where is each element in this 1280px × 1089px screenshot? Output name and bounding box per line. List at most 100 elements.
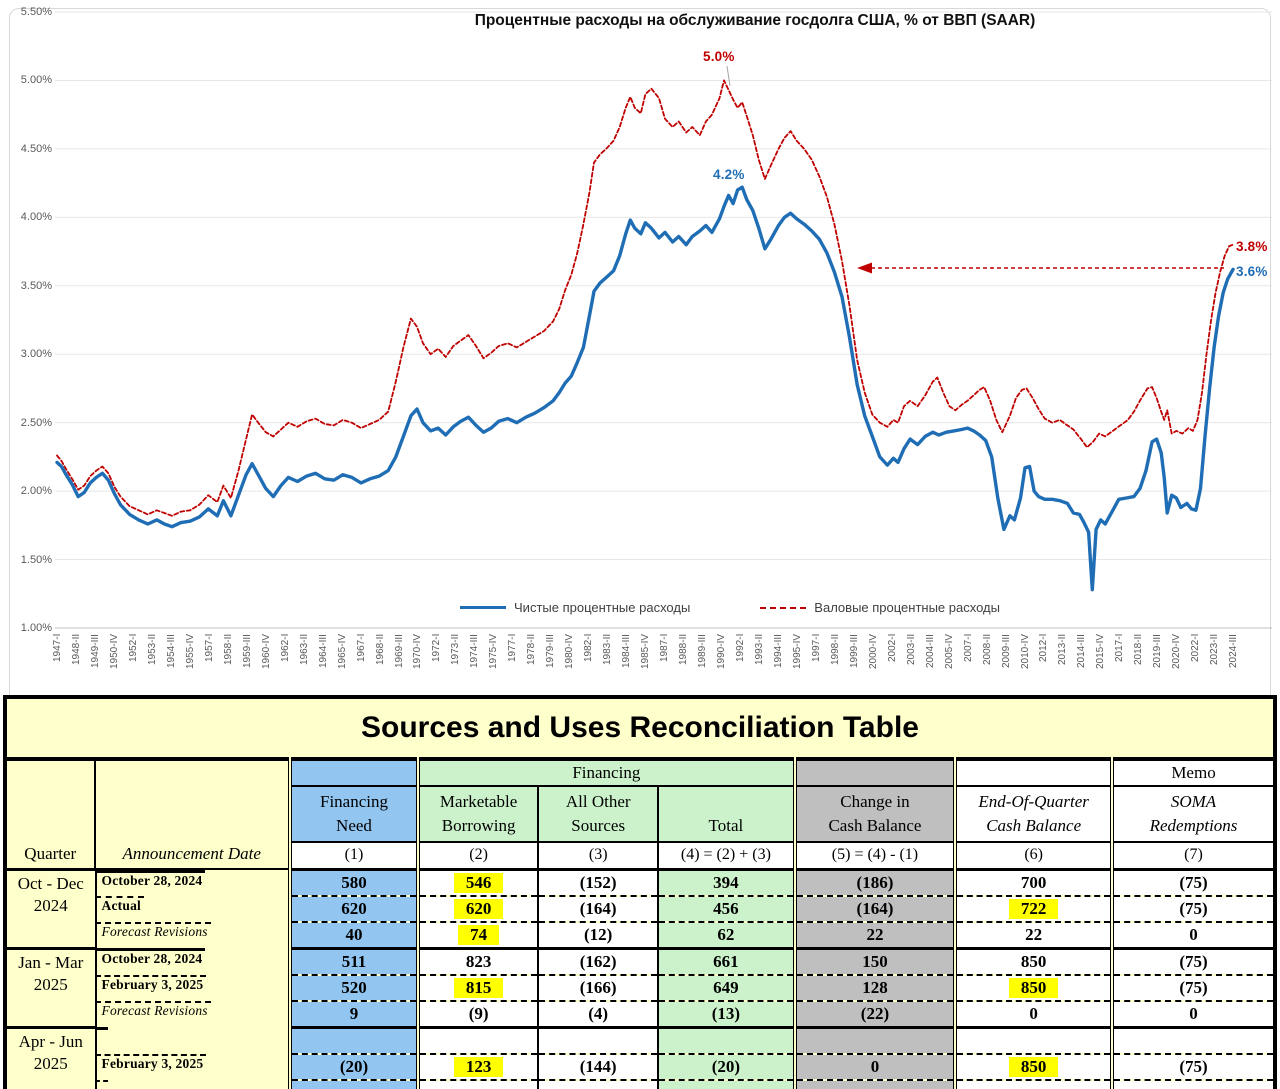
highlighted-value: 620 bbox=[453, 898, 504, 919]
y-tick-label: 1.50% bbox=[20, 553, 52, 566]
colnum-7: (7) bbox=[1110, 842, 1275, 871]
x-tick-label: 1950-IV bbox=[108, 634, 120, 670]
value-cell: (13) bbox=[657, 999, 795, 1027]
x-tick-label: 2012-I bbox=[1038, 634, 1050, 663]
table-row: Forecast Revisions 9 (9) (4) (13) (22) 0 0 bbox=[5, 999, 1275, 1027]
value-cell bbox=[792, 1078, 956, 1089]
value-cell: 722 bbox=[953, 894, 1113, 922]
gross-interest-line bbox=[56, 79, 1234, 517]
y-tick-label: 5.50% bbox=[20, 6, 52, 18]
header-change-cash-balance: Change in Cash Balance bbox=[792, 786, 956, 843]
x-tick-label: 1977-I bbox=[507, 634, 519, 663]
interest-expense-chart: Процентные расходы на обслуживание госдо… bbox=[20, 6, 1272, 670]
value-cell bbox=[792, 1025, 956, 1054]
annotation-latest-net: 3.6% bbox=[1236, 264, 1268, 279]
value-cell: (162) bbox=[537, 946, 659, 975]
value-cell: 520 bbox=[287, 973, 419, 1001]
legend-item: Валовые процентные расходы bbox=[760, 600, 1000, 615]
value-cell bbox=[287, 1025, 419, 1054]
value-cell bbox=[1110, 1025, 1275, 1054]
x-tick-label: 1978-II bbox=[526, 634, 538, 666]
highlighted-value: 815 bbox=[453, 977, 504, 998]
y-tick-label: 4.00% bbox=[20, 211, 52, 224]
x-tick-label: 1969-III bbox=[393, 634, 405, 668]
header-soma-redemptions: SOMA Redemptions bbox=[1110, 786, 1275, 843]
table-title: Sources and Uses Reconciliation Table bbox=[5, 697, 1275, 761]
value-cell: 850 bbox=[953, 946, 1113, 975]
value-cell: 620 bbox=[287, 894, 419, 922]
x-tick-label: 1975-IV bbox=[488, 634, 500, 670]
header-group-financing: Financing bbox=[416, 759, 795, 787]
x-tick-label: 2004-III bbox=[924, 634, 936, 668]
quarter-label: Oct - Dec 2024 bbox=[5, 867, 95, 948]
colnum-6: (6) bbox=[953, 842, 1113, 871]
value-cell: (9) bbox=[416, 999, 539, 1027]
value-cell: 511 bbox=[287, 946, 419, 975]
header-spacer-cash-balance bbox=[792, 759, 956, 787]
x-tick-label: 2014-III bbox=[1076, 634, 1088, 668]
value-cell bbox=[953, 1078, 1113, 1089]
x-tick-label: 2000-IV bbox=[867, 634, 879, 670]
y-tick-label: 1.00% bbox=[20, 622, 52, 634]
x-tick-label: 1998-II bbox=[829, 634, 841, 666]
colnum-2: (2) bbox=[416, 842, 539, 871]
value-cell: (144) bbox=[537, 1052, 659, 1080]
y-tick-label: 3.00% bbox=[20, 348, 52, 361]
value-cell: 823 bbox=[416, 946, 539, 975]
announcement-cell: Forecast Revisions bbox=[94, 921, 211, 948]
x-tick-label: 1974-III bbox=[469, 634, 481, 668]
x-tick-label: 2010-IV bbox=[1019, 634, 1031, 670]
highlighted-value: 546 bbox=[453, 872, 504, 893]
y-tick-label: 2.00% bbox=[20, 485, 52, 498]
x-tick-label: 1979-III bbox=[545, 634, 557, 668]
value-cell: 0 bbox=[953, 999, 1113, 1027]
value-cell: (12) bbox=[537, 920, 659, 948]
x-tick-label: 1990-IV bbox=[715, 634, 727, 670]
table-row: Forecast Revisions 40 74 (12) 62 22 22 0 bbox=[5, 920, 1275, 948]
value-cell: (20) bbox=[287, 1052, 419, 1080]
value-cell bbox=[537, 1078, 659, 1089]
legend-label: Валовые процентные расходы bbox=[814, 600, 1000, 615]
highlighted-value: 74 bbox=[458, 924, 500, 945]
highlighted-value: 850 bbox=[1008, 1056, 1059, 1077]
chart-title: Процентные расходы на обслуживание госдо… bbox=[474, 12, 1036, 29]
highlighted-value: 850 bbox=[1008, 977, 1059, 998]
value-cell: 123 bbox=[416, 1052, 539, 1080]
x-tick-label: 1959-III bbox=[241, 634, 253, 668]
header-marketable-borrowing: Marketable Borrowing bbox=[416, 786, 539, 843]
header-total: Total bbox=[657, 786, 795, 843]
annotation-peak-net: 4.2% bbox=[713, 167, 745, 182]
value-cell: 649 bbox=[657, 973, 795, 1001]
x-tick-label: 1958-II bbox=[222, 634, 234, 666]
value-cell: 620 bbox=[416, 894, 539, 922]
x-tick-label: 2005-IV bbox=[943, 634, 955, 670]
x-tick-label: 1993-II bbox=[753, 634, 765, 666]
comparison-arrow-head bbox=[857, 262, 872, 274]
value-cell: (164) bbox=[537, 894, 659, 922]
sources-uses-table: Sources and Uses Reconciliation Table Qu… bbox=[3, 695, 1277, 1089]
value-cell: 74 bbox=[416, 920, 539, 948]
x-tick-label: 1999-III bbox=[848, 634, 860, 668]
x-tick-label: 1964-III bbox=[317, 634, 329, 668]
x-tick-label: 1987-I bbox=[659, 634, 670, 663]
x-tick-label: 1988-II bbox=[678, 634, 689, 666]
value-cell: 22 bbox=[792, 920, 956, 948]
value-cell: (4) bbox=[537, 999, 659, 1027]
x-tick-label: 1957-I bbox=[203, 634, 215, 663]
x-tick-label: 1982-I bbox=[583, 634, 595, 663]
value-cell: 40 bbox=[287, 920, 419, 948]
value-cell bbox=[657, 1025, 795, 1054]
announcement-cell bbox=[94, 1079, 109, 1089]
table-row: Actual 620 620 (164) 456 (164) 722 (75) bbox=[5, 894, 1275, 922]
value-cell bbox=[657, 1078, 795, 1089]
x-tick-label: 1949-III bbox=[89, 634, 101, 668]
x-tick-label: 1948-II bbox=[71, 634, 82, 666]
annotation-peak-gross: 5.0% bbox=[703, 49, 735, 64]
value-cell: (186) bbox=[792, 867, 956, 896]
x-tick-label: 1954-III bbox=[165, 634, 177, 668]
value-cell: 456 bbox=[657, 894, 795, 922]
x-tick-label: 1962-I bbox=[279, 634, 291, 663]
x-tick-label: 1960-IV bbox=[260, 634, 272, 670]
x-tick-label: 1980-IV bbox=[564, 634, 576, 670]
announcement-cell bbox=[94, 1027, 109, 1054]
